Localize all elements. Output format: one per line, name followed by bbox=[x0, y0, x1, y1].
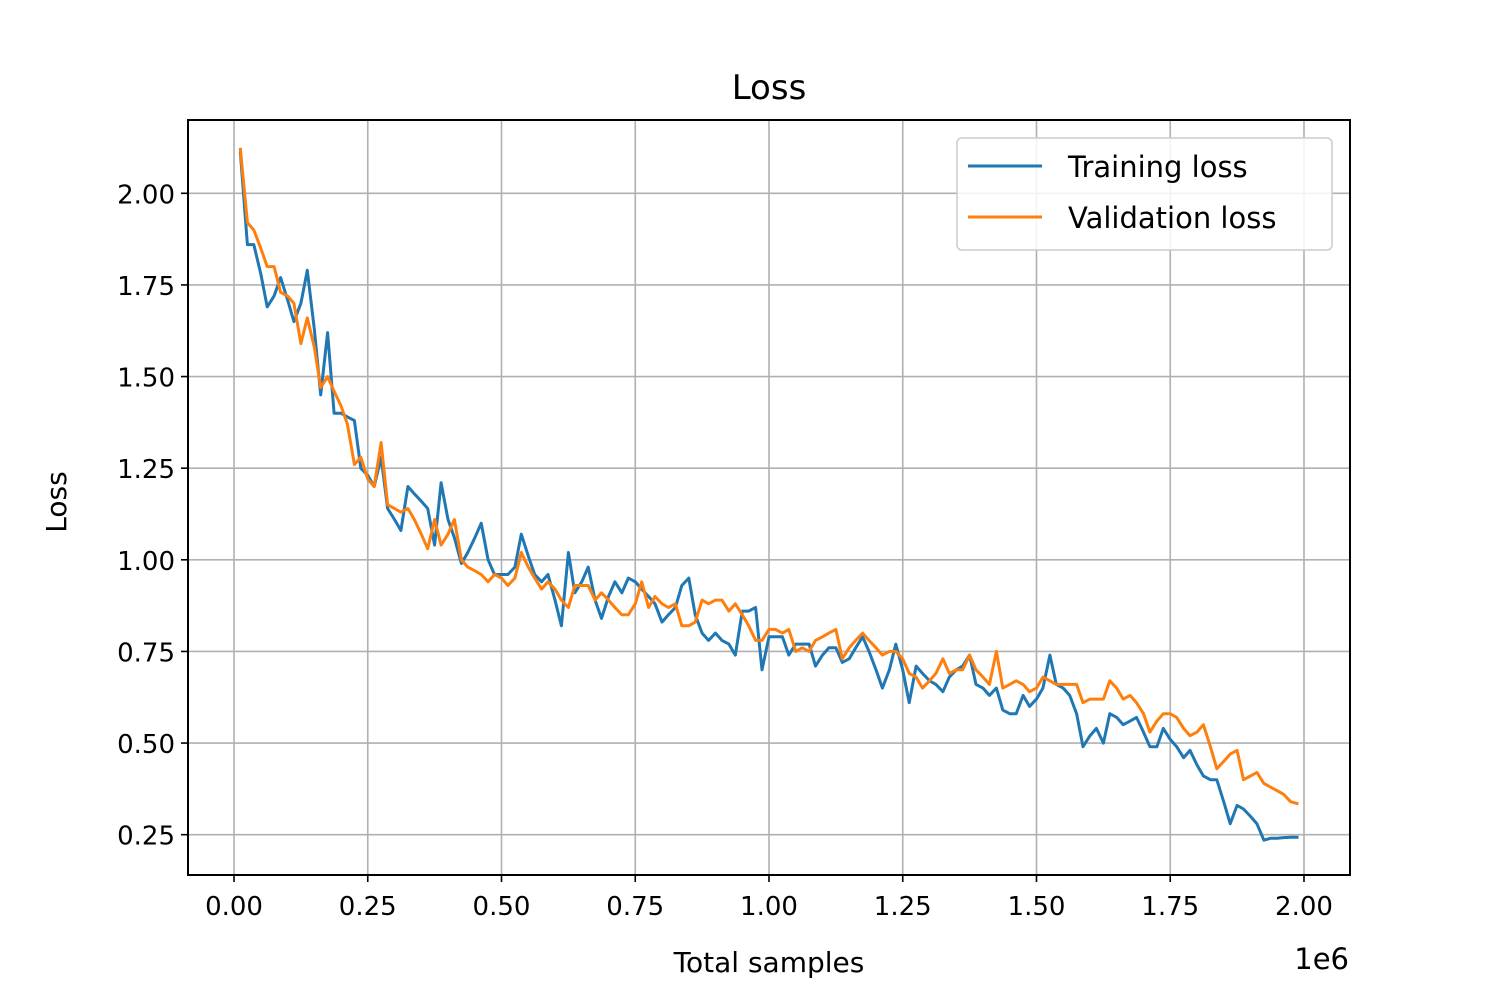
x-axis-label: Total samples bbox=[673, 946, 865, 979]
x-axis-ticks: 0.00 0.25 0.50 0.75 1.00 1.25 1.50 1.75 2.00 bbox=[205, 875, 1333, 922]
x-tick-label: 0.25 bbox=[339, 892, 397, 922]
y-tick-label: 1.00 bbox=[117, 547, 175, 577]
x-tick-label: 0.75 bbox=[606, 892, 664, 922]
y-tick-label: 0.75 bbox=[117, 638, 175, 668]
y-tick-label: 2.00 bbox=[117, 180, 175, 210]
training-loss-line bbox=[238, 151, 1299, 842]
legend: Training loss Validation loss bbox=[956, 137, 1333, 251]
x-tick-label: 2.00 bbox=[1275, 892, 1333, 922]
x-tick-label: 0.50 bbox=[473, 892, 531, 922]
legend-label-training: Training loss bbox=[1067, 150, 1248, 184]
validation-loss-line bbox=[238, 147, 1299, 806]
y-tick-label: 1.25 bbox=[117, 455, 175, 485]
chart-title: Loss bbox=[732, 68, 807, 108]
legend-box bbox=[956, 137, 1333, 251]
y-axis-ticks: 0.25 0.50 0.75 1.00 1.25 1.50 1.75 2.00 bbox=[117, 180, 188, 852]
y-tick-label: 1.50 bbox=[117, 364, 175, 394]
y-tick-label: 1.75 bbox=[117, 272, 175, 302]
y-axis-label: Loss bbox=[40, 471, 73, 532]
y-tick-label: 0.25 bbox=[117, 822, 175, 852]
x-tick-label: 1.50 bbox=[1008, 892, 1066, 922]
x-tick-label: 1.00 bbox=[740, 892, 798, 922]
x-tick-label: 1.25 bbox=[874, 892, 932, 922]
x-tick-label: 1.75 bbox=[1141, 892, 1199, 922]
legend-label-validation: Validation loss bbox=[1068, 201, 1276, 235]
x-tick-label: 0.00 bbox=[205, 892, 263, 922]
plot-lines bbox=[238, 147, 1299, 842]
x-axis-offset-label: 1e6 bbox=[1294, 942, 1349, 976]
y-tick-label: 0.50 bbox=[117, 730, 175, 760]
